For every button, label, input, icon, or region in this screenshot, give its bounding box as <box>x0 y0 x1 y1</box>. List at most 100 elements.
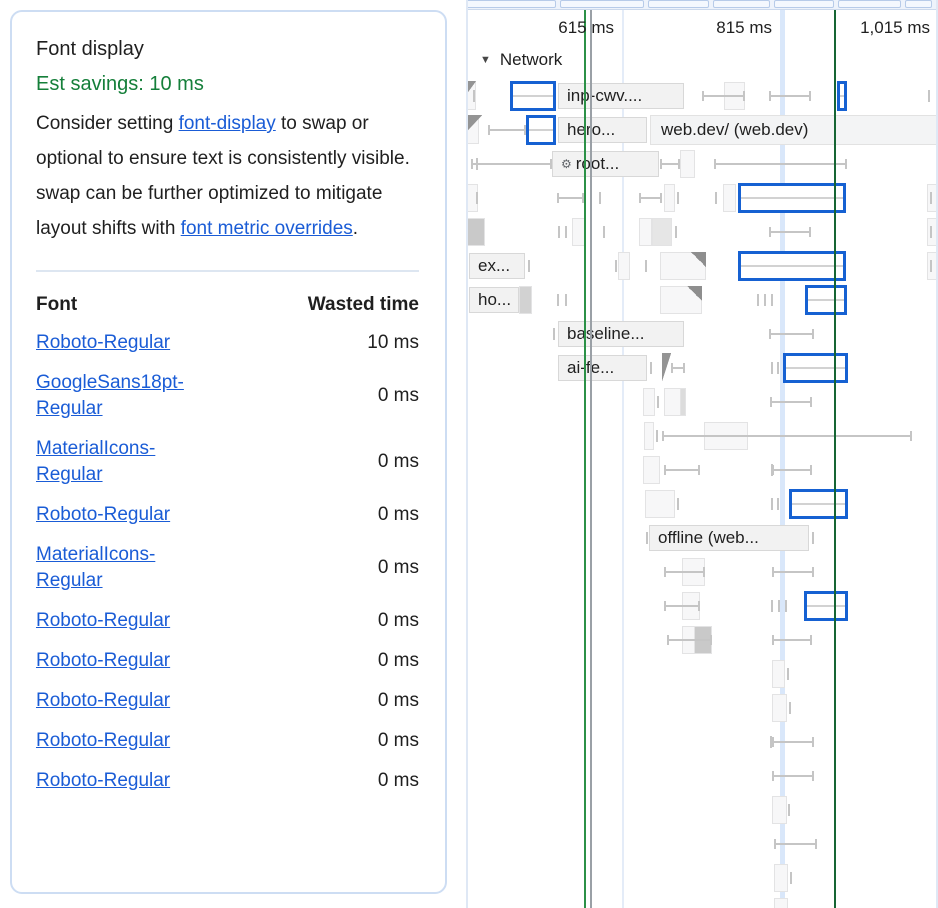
collapse-triangle-icon[interactable]: ▼ <box>480 54 491 66</box>
network-request-tick <box>790 872 792 884</box>
description-link[interactable]: font-display <box>178 113 276 134</box>
whisker-end-tick <box>810 635 812 645</box>
clipped-corner-indicator <box>691 252 706 267</box>
minimap-segment <box>774 0 834 8</box>
whisker-end-tick <box>582 193 584 203</box>
network-request-bar[interactable] <box>927 184 936 212</box>
network-request-bar[interactable] <box>680 150 695 178</box>
whisker-end-tick <box>810 465 812 475</box>
font-link[interactable]: MaterialIcons-Regular <box>36 544 156 591</box>
network-request-bar[interactable] <box>660 286 702 314</box>
font-link[interactable]: Roboto-Regular <box>36 610 171 631</box>
network-request-bar[interactable] <box>774 864 788 892</box>
network-request-tick <box>771 362 773 374</box>
network-request-bar[interactable] <box>643 388 655 416</box>
network-request-bar[interactable] <box>643 456 660 484</box>
whisker-end-tick <box>639 193 641 203</box>
font-link[interactable]: Roboto-Regular <box>36 650 171 671</box>
ruler-gridline <box>780 10 785 908</box>
description-link[interactable]: font metric overrides <box>180 218 353 239</box>
minimap-segment <box>648 0 709 8</box>
whisker-end-tick <box>698 465 700 475</box>
network-request-bar[interactable] <box>723 184 736 212</box>
network-request-tick <box>645 260 647 272</box>
whisker-end-tick <box>772 771 774 781</box>
network-request-bar[interactable] <box>772 694 787 722</box>
network-request-label[interactable]: baseline... <box>558 321 684 347</box>
request-label-text: baseline... <box>567 324 645 343</box>
network-request-label[interactable]: ⚙ root... <box>552 151 659 177</box>
whisker-end-tick <box>678 159 680 169</box>
font-link[interactable]: Roboto-Regular <box>36 690 171 711</box>
request-midline <box>741 197 843 199</box>
request-midline <box>786 367 845 369</box>
whisker-end-tick <box>910 431 912 441</box>
network-track-header[interactable]: ▼ Network <box>480 50 562 70</box>
network-request-bar[interactable] <box>618 252 630 280</box>
network-request-label[interactable]: inp-cwv.... <box>558 83 684 109</box>
network-request-tick <box>812 532 814 544</box>
whisker-end-tick <box>710 635 712 645</box>
network-request-tick <box>646 532 648 544</box>
font-link[interactable]: Roboto-Regular <box>36 730 171 751</box>
network-request-whisker <box>702 95 745 97</box>
network-request-bar[interactable] <box>660 252 706 280</box>
main-document-request-bar[interactable]: web.dev/ (web.dev) <box>650 115 936 145</box>
network-request-bar[interactable] <box>927 252 936 280</box>
minimap-segment <box>838 0 901 8</box>
network-request-tick <box>777 362 779 374</box>
network-request-tick <box>615 260 617 272</box>
network-request-whisker <box>770 401 812 403</box>
whisker-end-tick <box>524 125 526 135</box>
network-request-label[interactable]: offline (web... <box>649 525 809 551</box>
network-request-bar[interactable] <box>772 796 787 824</box>
whisker-end-tick <box>664 601 666 611</box>
font-table-row: MaterialIcons-Regular 0 ms <box>36 542 419 594</box>
network-request-bar[interactable] <box>652 218 672 246</box>
font-link[interactable]: Roboto-Regular <box>36 504 171 525</box>
network-request-whisker <box>772 775 814 777</box>
network-request-bar[interactable] <box>927 218 936 246</box>
divider <box>36 270 419 272</box>
wasted-time-value: 0 ms <box>377 385 419 406</box>
whisker-end-tick <box>769 227 771 237</box>
font-table-row: Roboto-Regular 0 ms <box>36 728 419 754</box>
font-link[interactable]: MaterialIcons-Regular <box>36 438 156 485</box>
font-display-insight-card[interactable]: Font display Est savings: 10 ms Consider… <box>10 10 447 894</box>
network-request-bar[interactable] <box>519 286 532 314</box>
network-request-tick <box>785 600 787 612</box>
whisker-end-tick <box>812 329 814 339</box>
network-request-bar[interactable] <box>774 898 788 908</box>
network-request-bar[interactable] <box>664 184 675 212</box>
ruler-gridline <box>622 10 624 908</box>
network-request-label[interactable]: ai-fe... <box>558 355 647 381</box>
timeline-minimap[interactable] <box>468 0 936 10</box>
network-request-label[interactable]: hero... <box>558 117 647 143</box>
font-link[interactable]: Roboto-Regular <box>36 770 171 791</box>
network-request-bar[interactable] <box>772 660 785 688</box>
font-link[interactable]: GoogleSans18pt-Regular <box>36 372 184 419</box>
network-request-label[interactable]: ho... <box>469 287 519 313</box>
whisker-end-tick <box>772 567 774 577</box>
font-link[interactable]: Roboto-Regular <box>36 332 171 353</box>
request-midline <box>792 503 845 505</box>
network-request-bar[interactable] <box>639 218 652 246</box>
font-table-row: Roboto-Regular 0 ms <box>36 608 419 634</box>
whisker-end-tick <box>772 635 774 645</box>
description-text: . <box>352 218 359 239</box>
clipped-corner-indicator <box>687 286 702 301</box>
network-request-bar[interactable] <box>680 388 686 416</box>
network-request-whisker <box>662 435 912 437</box>
font-table-row: MaterialIcons-Regular 0 ms <box>36 436 419 488</box>
clipped-request-indicator <box>662 353 671 381</box>
network-request-tick <box>788 804 790 816</box>
minimap-segment <box>713 0 770 8</box>
network-request-bar[interactable] <box>468 218 485 246</box>
wasted-time-value: 10 ms <box>367 332 419 353</box>
network-request-tick <box>789 702 791 714</box>
network-request-bar[interactable] <box>645 490 675 518</box>
network-request-label[interactable]: ex... <box>469 253 525 279</box>
network-request-bar[interactable] <box>644 422 654 450</box>
network-request-whisker <box>667 639 712 641</box>
